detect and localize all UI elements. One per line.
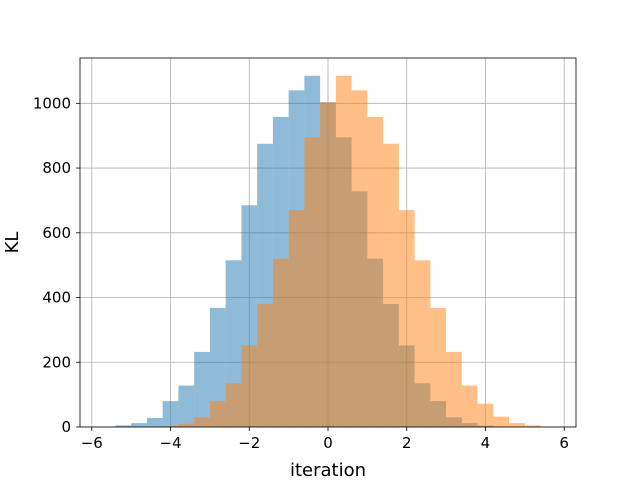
y-tick-label: 0: [61, 418, 71, 436]
histogram-bar-series-2: [461, 385, 478, 427]
histogram-bar-series-2: [194, 417, 210, 427]
x-tick-label: −6: [81, 434, 103, 452]
histogram-bar-series-2: [241, 345, 258, 427]
y-tick-label: 600: [42, 224, 71, 242]
histogram-bar-series-2: [335, 75, 352, 427]
histogram-bar-series-1: [162, 401, 179, 427]
y-tick-label: 1000: [33, 94, 71, 112]
x-tick-label: −4: [159, 434, 181, 452]
histogram-bar-series-1: [178, 385, 195, 427]
x-tick-label: 0: [323, 434, 333, 452]
histogram-bar-series-2: [272, 258, 289, 427]
histogram-bar-series-2: [225, 383, 242, 427]
histogram-bar-series-1: [194, 351, 210, 427]
histogram-bar-series-1: [131, 423, 147, 427]
histogram-bar-series-2: [178, 423, 195, 427]
histogram-bar-series-2: [524, 425, 541, 427]
x-axis-label: iteration: [290, 460, 366, 480]
histogram-bar-series-2: [367, 116, 384, 428]
histogram-bar-series-2: [162, 426, 179, 427]
histogram-bar-series-2: [257, 304, 273, 427]
histogram-bar-series-2: [320, 102, 336, 428]
y-tick-label: 400: [42, 289, 71, 307]
histogram-bar-series-2: [477, 403, 494, 427]
x-tick-label: −2: [238, 434, 260, 452]
y-tick-label: 800: [42, 159, 71, 177]
ticks-layer: −6 −4 −2 0 2 4 6 0 200 400 600 800 1000: [33, 94, 569, 452]
histogram-bar-series-2: [304, 137, 321, 428]
bars-layer: [115, 75, 541, 428]
y-tick-label: 200: [42, 353, 71, 371]
x-tick-label: 2: [402, 434, 412, 452]
histogram-bar-series-2: [209, 401, 226, 427]
x-tick-label: 6: [559, 434, 569, 452]
histogram-bar-series-2: [509, 423, 525, 427]
histogram-bar-series-1: [209, 307, 226, 427]
histogram-bar-series-2: [414, 260, 431, 427]
histogram-bar-series-2: [398, 210, 415, 427]
histogram-bar-series-2: [430, 307, 447, 427]
histogram-bar-series-2: [446, 351, 462, 427]
y-axis-label: KL: [2, 232, 23, 254]
histogram-bar-series-2: [288, 210, 305, 427]
histogram-bar-series-2: [493, 416, 510, 427]
histogram-bar-series-1: [115, 425, 132, 427]
histogram-bar-series-2: [383, 143, 399, 428]
histogram-bar-series-1: [146, 417, 163, 427]
histogram-bar-series-2: [351, 90, 368, 428]
x-tick-label: 4: [481, 434, 491, 452]
